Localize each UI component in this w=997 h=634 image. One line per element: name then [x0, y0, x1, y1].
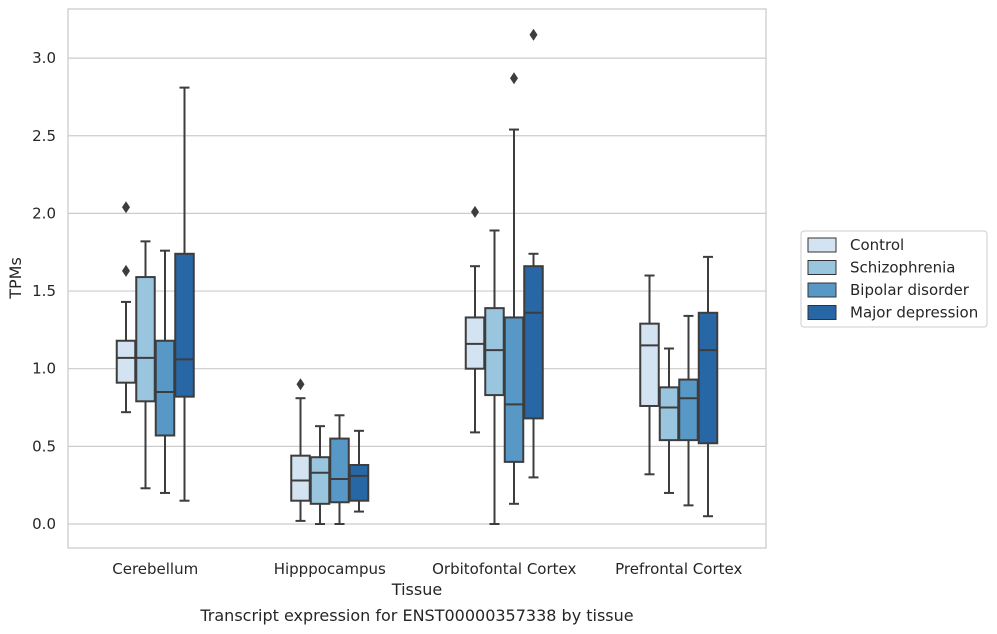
outlier-point	[296, 378, 305, 391]
y-tick-label: 0.5	[32, 437, 56, 455]
box-schizophrenia	[309, 425, 331, 525]
y-tick-label: 1.0	[32, 360, 56, 378]
legend-swatch	[807, 282, 837, 298]
box-plot: 0.0 0.5 1.0 1.5 2.0 2.5 3.0 Cerebellum Hipppoca…	[6, 8, 988, 599]
y-tick-label: 3.0	[32, 49, 56, 67]
iqr-box	[135, 276, 156, 403]
y-tick-label: 2.5	[32, 127, 56, 145]
x-tick-label: Prefrontal Cortex	[615, 560, 742, 578]
box-control	[464, 205, 486, 434]
iqr-box	[174, 252, 195, 398]
box-control	[115, 201, 137, 414]
box-schizophrenia	[484, 229, 505, 525]
legend-label: Major depression	[850, 304, 978, 322]
iqr-box	[309, 456, 331, 505]
y-axis-label: TPMs	[6, 257, 25, 300]
outlier-point	[529, 28, 538, 41]
boxes	[115, 28, 719, 525]
iqr-box	[503, 316, 525, 463]
iqr-box	[697, 311, 719, 445]
plot-frame	[67, 8, 767, 549]
y-tick-label: 0.0	[32, 515, 56, 533]
legend-swatch	[807, 305, 837, 320]
box-major-depression	[174, 86, 195, 502]
box-major-depression	[523, 28, 544, 479]
box-bipolar-disorder	[154, 249, 176, 494]
x-tick-label: Hipppocampus	[274, 560, 386, 578]
iqr-box	[348, 463, 370, 502]
box-control	[639, 274, 660, 476]
iqr-box	[639, 322, 660, 407]
x-tick-labels: Cerebellum Hipppocampus Orbitofontal Corte…	[112, 560, 742, 578]
x-axis-label: Tissue	[391, 580, 442, 599]
box-schizophrenia	[658, 347, 680, 494]
box-schizophrenia	[135, 240, 156, 490]
box-bipolar-disorder	[678, 314, 699, 507]
legend: Control Schizophrenia Bipolar disorder Majo…	[800, 230, 988, 328]
iqr-box	[678, 378, 699, 442]
box-bipolar-disorder	[329, 414, 350, 525]
legend-frame	[800, 230, 988, 328]
legend-swatch	[807, 260, 837, 275]
iqr-box	[658, 386, 680, 442]
legend-label: Control	[850, 236, 904, 254]
legend-label: Bipolar disorder	[850, 281, 970, 299]
iqr-box	[484, 307, 505, 397]
iqr-box	[523, 265, 544, 420]
y-tick-label: 1.5	[32, 282, 56, 300]
outlier-point	[510, 72, 518, 85]
iqr-box	[115, 339, 137, 384]
iqr-box	[290, 454, 311, 502]
iqr-box	[154, 339, 176, 437]
x-tick-label: Cerebellum	[112, 560, 198, 578]
outlier-point	[122, 264, 130, 277]
box-bipolar-disorder	[503, 72, 525, 505]
outlier-point	[471, 205, 479, 218]
legend-label: Schizophrenia	[850, 259, 955, 277]
y-tick-labels: 0.0 0.5 1.0 1.5 2.0 2.5 3.0	[32, 49, 56, 533]
x-tick-label: Orbitofontal Cortex	[432, 560, 576, 578]
iqr-box	[329, 437, 350, 504]
box-major-depression	[697, 255, 719, 518]
box-control	[290, 378, 311, 522]
outlier-point	[122, 201, 130, 214]
gridlines	[68, 57, 766, 525]
legend-swatch	[807, 237, 837, 253]
y-tick-label: 2.0	[32, 204, 56, 222]
figure-caption: Transcript expression for ENST0000035733…	[200, 606, 634, 625]
box-major-depression	[348, 429, 370, 513]
